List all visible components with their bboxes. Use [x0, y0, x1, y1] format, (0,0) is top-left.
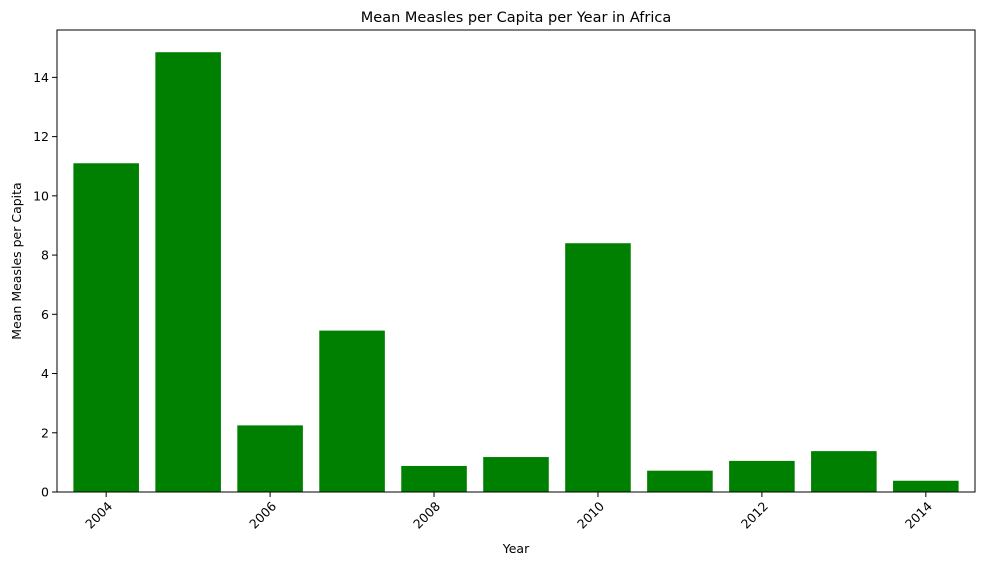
- y-axis-label: Mean Measles per Capita: [9, 182, 24, 339]
- y-tick-label-0: 0: [41, 485, 49, 500]
- bar-2009: [483, 457, 549, 492]
- x-tick-label-2006: 2006: [246, 498, 279, 531]
- chart-title: Mean Measles per Capita per Year in Afri…: [361, 10, 671, 26]
- x-axis-ticks: 2004 2006 2008 2010 2012 2014: [82, 492, 935, 532]
- y-tick-label-14: 14: [33, 70, 49, 85]
- bar-2011: [647, 470, 713, 492]
- bar-2012: [729, 460, 795, 492]
- x-tick-label-2004: 2004: [82, 498, 115, 531]
- x-tick-label-2008: 2008: [410, 498, 443, 531]
- bar-2004: [73, 163, 139, 492]
- x-tick-label-2010: 2010: [574, 498, 607, 531]
- bar-2010: [565, 243, 631, 492]
- bars-group: [73, 52, 959, 493]
- y-tick-label-12: 12: [33, 129, 49, 144]
- y-tick-label-4: 4: [41, 366, 49, 381]
- plot-frame: [56, 29, 976, 493]
- bar-2007: [319, 330, 385, 492]
- bar-2008: [401, 465, 467, 492]
- y-axis-ticks: 0 2 4 6 8 10 12 14: [33, 70, 57, 500]
- bar-2006: [237, 425, 303, 492]
- x-tick-label-2014: 2014: [902, 498, 935, 531]
- y-tick-label-8: 8: [41, 248, 49, 263]
- x-axis-label: Year: [502, 541, 530, 556]
- bar-2013: [811, 451, 877, 492]
- y-tick-label-10: 10: [33, 188, 49, 203]
- y-tick-label-6: 6: [41, 307, 49, 322]
- bar-2005: [155, 52, 221, 493]
- y-tick-label-2: 2: [41, 425, 49, 440]
- x-tick-label-2012: 2012: [738, 499, 771, 532]
- bar-2014: [893, 480, 959, 492]
